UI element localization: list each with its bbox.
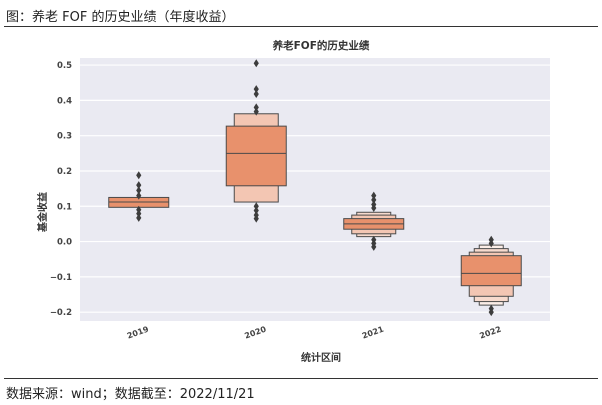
boxen-plot-groups	[108, 59, 522, 317]
x-axis-label: 统计区间	[301, 351, 341, 364]
inner-box	[225, 125, 287, 187]
outlier-point	[253, 103, 259, 112]
y-tick-label: −0.1	[50, 273, 72, 283]
x-tick-label: 2020	[243, 324, 267, 340]
outlier-point	[253, 90, 259, 99]
figure-caption: 图：养老 FOF 的历史业绩（年度收益）	[6, 10, 235, 25]
outlier-point	[136, 213, 142, 222]
outlier-point	[371, 195, 377, 204]
outlier-point	[136, 171, 142, 180]
y-tick-label: −0.2	[50, 308, 72, 318]
inner-box	[460, 255, 522, 287]
outlier-point	[371, 242, 377, 251]
source-note: 数据来源：wind；数据截至：2022/11/21	[6, 387, 255, 402]
x-tick-label: 2019	[126, 324, 150, 340]
y-tick-label: 0.3	[57, 132, 72, 142]
outlier-point	[488, 239, 494, 248]
y-tick-label: 0.2	[57, 167, 72, 177]
chart-title: 养老FOF的历史业绩	[272, 39, 370, 52]
y-axis-ticks: 0.5 0.4 0.3 0.2 0.1 0.0 −0.1 −0.2	[50, 61, 72, 318]
outlier-point	[253, 206, 259, 215]
outlier-point	[253, 107, 259, 116]
outlier-point	[253, 59, 259, 68]
outlier-point	[371, 204, 377, 213]
outlier-point	[253, 202, 259, 211]
boxen-group	[460, 235, 522, 317]
x-tick-label: 2022	[478, 325, 502, 341]
y-tick-label: 0.0	[57, 238, 72, 248]
boxen-group	[343, 191, 405, 251]
boxen-group	[225, 59, 287, 223]
y-tick-label: 0.1	[57, 202, 72, 212]
source-divider	[4, 378, 598, 379]
outlier-point	[136, 191, 142, 200]
outlier-point	[136, 181, 142, 190]
y-axis-label: 基金收益	[36, 192, 49, 233]
outlier-point	[253, 85, 259, 94]
boxen-chart: 养老FOF的历史业绩 0.5 0.4 0.3 0.2 0.1 0.0 −0.1 −0.2 20…	[36, 39, 550, 364]
outlier-point	[488, 308, 494, 317]
outlier-point	[253, 214, 259, 223]
y-tick-label: 0.5	[57, 61, 72, 71]
outlier-point	[371, 191, 377, 200]
x-tick-label: 2021	[361, 324, 385, 340]
x-axis-ticks: 2019 2020 2021 2022	[126, 324, 503, 340]
caption-divider	[4, 26, 598, 27]
boxen-group	[108, 171, 170, 222]
outlier-point	[136, 186, 142, 195]
outlier-point	[136, 209, 142, 218]
y-tick-label: 0.4	[57, 96, 72, 106]
